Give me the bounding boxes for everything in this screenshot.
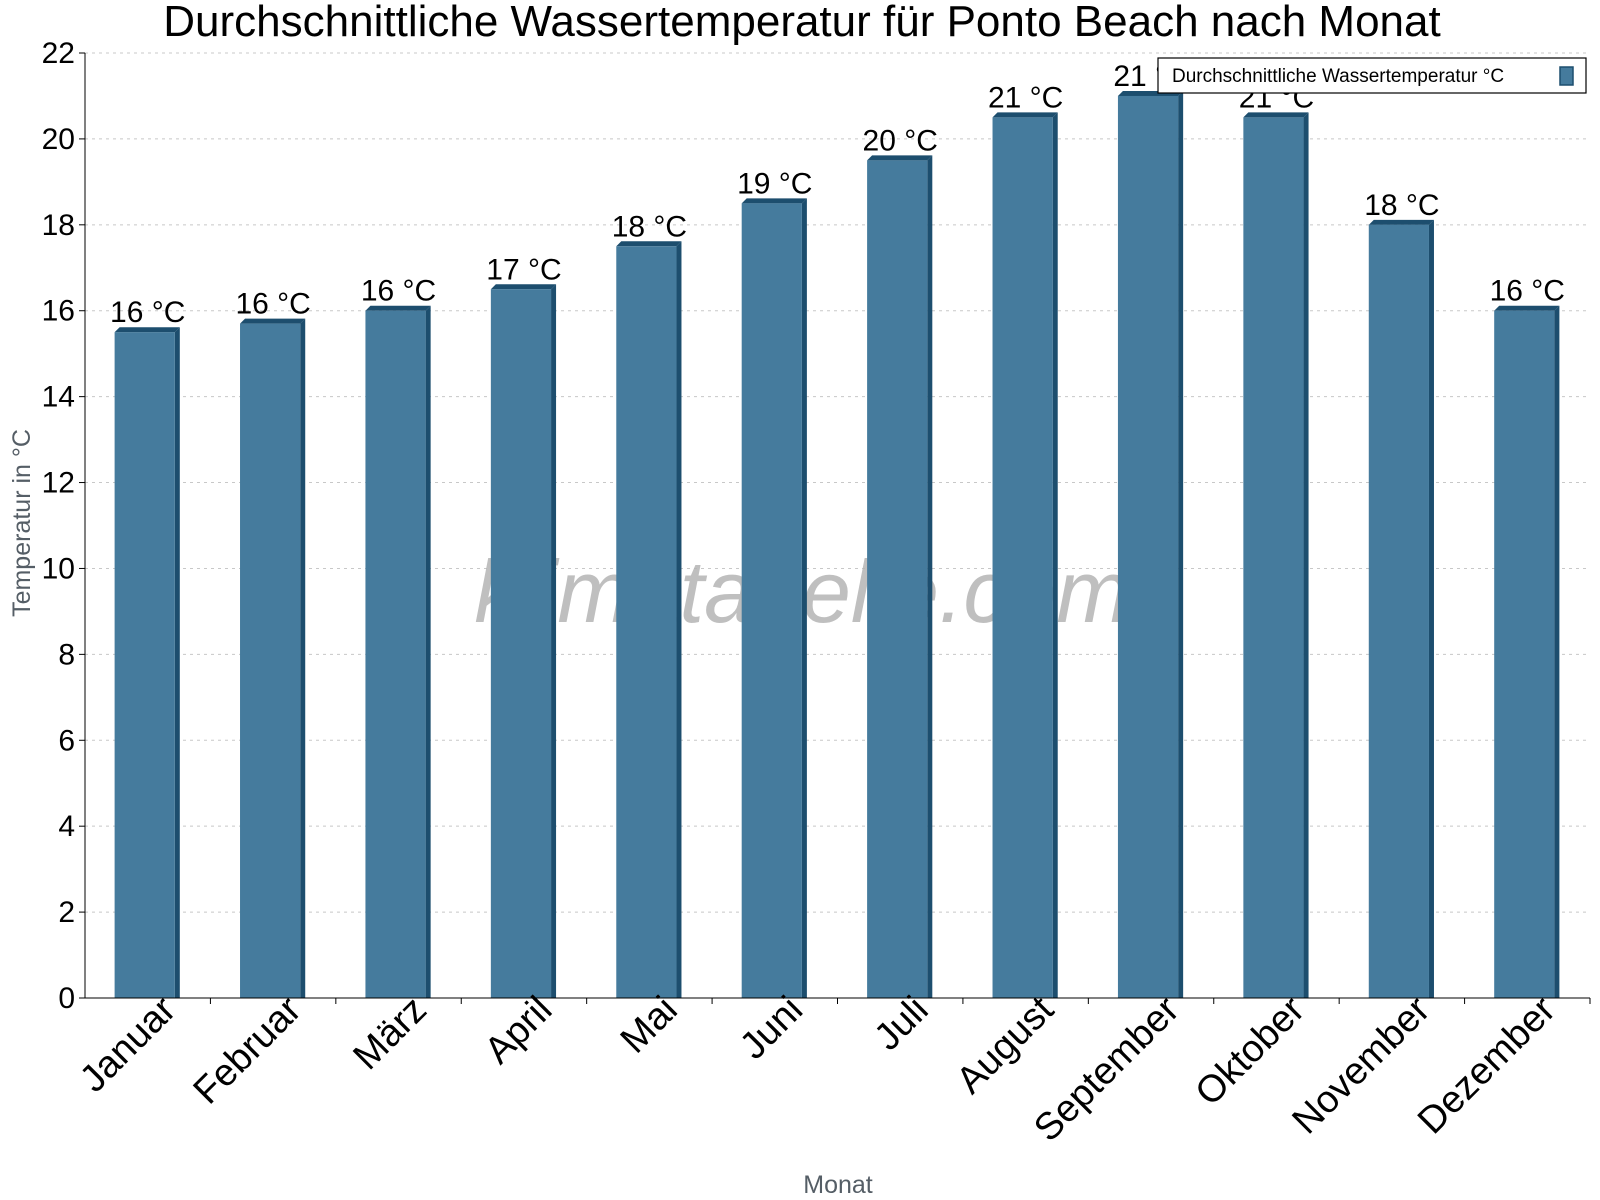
bar xyxy=(616,246,677,998)
bar-data-label: 16 °C xyxy=(1490,275,1565,308)
bar xyxy=(1368,224,1429,998)
bar-side xyxy=(1554,305,1560,998)
x-tick-label: Mai xyxy=(613,989,686,1062)
y-tick-label: 14 xyxy=(42,381,75,414)
y-tick-label: 20 xyxy=(42,123,75,156)
y-tick-label: 16 xyxy=(42,295,75,328)
bar-data-label: 19 °C xyxy=(737,167,812,200)
bar-side xyxy=(801,198,807,998)
y-tick-label: 4 xyxy=(58,810,75,843)
bar-side xyxy=(1428,219,1434,998)
y-tick-label: 18 xyxy=(42,209,75,242)
x-tick-label: August xyxy=(949,988,1063,1102)
bar xyxy=(114,332,175,998)
x-tick-label: Januar xyxy=(72,988,184,1100)
y-tick-label: 6 xyxy=(58,724,75,757)
bar-top xyxy=(365,305,431,311)
bar-side xyxy=(1303,112,1309,998)
legend-box xyxy=(1157,57,1587,94)
bar-data-label: 18 °C xyxy=(612,210,687,243)
bar-side xyxy=(1178,90,1184,999)
bar-top xyxy=(114,327,180,333)
bar-top xyxy=(490,284,557,290)
bar-data-label: 18 °C xyxy=(1364,189,1439,222)
bar-side xyxy=(1052,112,1058,998)
grid-lines xyxy=(85,52,1590,913)
bar xyxy=(1243,117,1304,998)
bar xyxy=(867,160,928,999)
bar xyxy=(1494,310,1555,998)
bar-top xyxy=(1368,219,1434,225)
bar-top xyxy=(616,241,682,247)
legend-label: Durchschnittliche Wassertemperatur °C xyxy=(1172,66,1504,87)
bar-side xyxy=(927,155,933,999)
bar xyxy=(490,289,552,998)
legend: Durchschnittliche Wassertemperatur °C xyxy=(1157,57,1587,94)
bar-data-label: 16 °C xyxy=(110,296,185,329)
y-tick-label: 8 xyxy=(58,638,75,671)
bar-data-label: 17 °C xyxy=(486,253,561,286)
y-tick-label: 22 xyxy=(42,37,75,70)
bar-side xyxy=(425,305,431,998)
bar-data-label: 16 °C xyxy=(235,288,310,321)
chart-title: Durchschnittliche Wassertemperatur für P… xyxy=(163,0,1440,46)
bar-series: 16 °C 16 °C 16 °C 17 °C 18 °C 19 °C 20 °C 21 °C… xyxy=(110,60,1565,999)
x-tick-label: Juli xyxy=(867,989,937,1059)
bar-data-label: 20 °C xyxy=(863,124,938,157)
bar-top xyxy=(1243,112,1309,118)
bar-top xyxy=(1494,305,1560,311)
bar-top xyxy=(240,318,306,324)
y-tick-label: 2 xyxy=(58,896,75,929)
bar xyxy=(1117,95,1179,999)
bar-data-label: 21 °C xyxy=(988,81,1063,114)
bar-side xyxy=(676,241,682,998)
bar xyxy=(992,117,1053,998)
y-tick-label: 0 xyxy=(58,982,75,1015)
x-tick-label: Juni xyxy=(732,989,811,1068)
x-tick-label: Oktober xyxy=(1188,988,1314,1114)
bar-top xyxy=(992,112,1058,118)
bar-data-label: 16 °C xyxy=(361,275,436,308)
x-tick-label: Februar xyxy=(186,988,310,1112)
bar xyxy=(240,323,301,998)
x-axis-title: Monat xyxy=(803,1171,873,1199)
bar-top xyxy=(741,198,807,204)
bar-top xyxy=(867,155,933,161)
bar-side xyxy=(551,284,557,998)
bar xyxy=(741,203,802,998)
bar xyxy=(365,310,426,998)
x-tick-label: März xyxy=(345,989,434,1078)
x-tick-label: April xyxy=(477,989,560,1072)
legend-swatch xyxy=(1559,66,1574,86)
x-tick-label: Dezember xyxy=(1410,988,1564,1142)
bar-side xyxy=(300,318,306,998)
y-tick-label: 10 xyxy=(42,552,75,585)
y-tick-label: 12 xyxy=(42,467,75,500)
bar-side xyxy=(174,327,180,998)
y-axis-title: Temperatur in °C xyxy=(8,429,36,617)
